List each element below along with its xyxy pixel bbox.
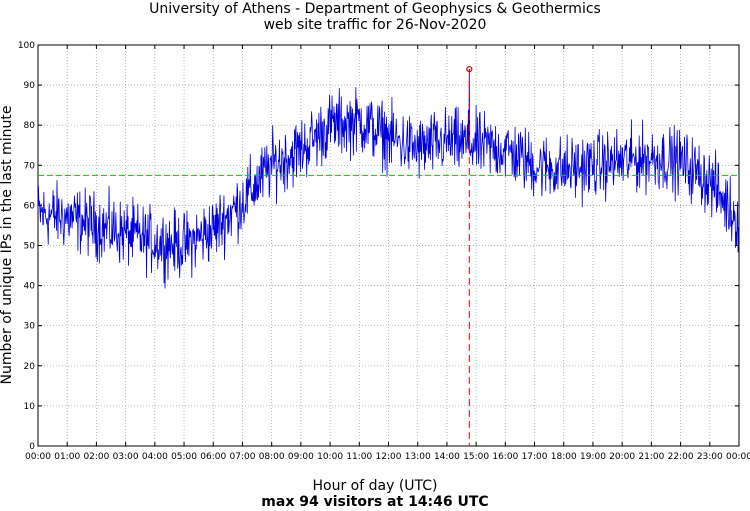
- x-tick-label: 03:00: [113, 452, 139, 462]
- x-tick-label: 16:00: [492, 452, 518, 462]
- x-tick-label: 22:00: [668, 452, 694, 462]
- x-tick-label: 19:00: [580, 452, 606, 462]
- max-marker-point: [466, 65, 473, 73]
- chart-subtitle: web site traffic for 26-Nov-2020: [263, 17, 487, 33]
- x-tick-label: 08:00: [259, 452, 285, 462]
- y-tick-label: 10: [24, 402, 36, 412]
- x-tick-label: 07:00: [229, 452, 255, 462]
- series-line-visitors: [37, 69, 740, 289]
- y-tick-label: 70: [24, 161, 36, 171]
- x-tick-label: 18:00: [551, 452, 577, 462]
- x-tick-label: 10:00: [317, 452, 343, 462]
- y-tick-label: 50: [24, 242, 36, 252]
- x-tick-label: 00:00: [726, 452, 750, 462]
- x-tick-label: 01:00: [54, 452, 80, 462]
- y-tick-label: 60: [24, 201, 36, 211]
- x-axis-label: Hour of day (UTC): [312, 478, 438, 494]
- x-tick-label: 23:00: [697, 452, 723, 462]
- y-tick-label: 20: [24, 362, 36, 372]
- y-tick-label: 100: [18, 41, 35, 51]
- y-axis-label: Number of unique IPs in the last minute: [0, 105, 15, 385]
- y-tick-label: 0: [29, 442, 35, 452]
- x-tick-label: 21:00: [638, 452, 664, 462]
- y-tick-label: 90: [24, 81, 36, 91]
- x-tick-label: 17:00: [522, 452, 548, 462]
- x-tick-label: 14:00: [434, 452, 460, 462]
- x-tick-label: 12:00: [376, 452, 402, 462]
- x-tick-label: 05:00: [171, 452, 197, 462]
- y-tick-label: 40: [24, 282, 36, 292]
- x-tick-label: 02:00: [83, 452, 109, 462]
- x-tick-label: 09:00: [288, 452, 314, 462]
- x-tick-label: 11:00: [346, 452, 372, 462]
- x-tick-label: 15:00: [463, 452, 489, 462]
- y-tick-label: 30: [24, 322, 36, 332]
- x-tick-label: 06:00: [200, 452, 226, 462]
- x-tick-label: 04:00: [142, 452, 168, 462]
- chart-title: University of Athens - Department of Geo…: [149, 1, 601, 17]
- y-tick-label: 80: [24, 121, 36, 131]
- max-visitors-note: max 94 visitors at 14:46 UTC: [261, 494, 489, 510]
- x-tick-label: 20:00: [609, 452, 635, 462]
- x-tick-label: 13:00: [405, 452, 431, 462]
- x-tick-label: 00:00: [25, 452, 51, 462]
- axis-ticks: 00:00 01:00 02:00 03:00 04:00 05:00 06:00 07:00…: [18, 41, 750, 462]
- grid-lines: [38, 45, 739, 446]
